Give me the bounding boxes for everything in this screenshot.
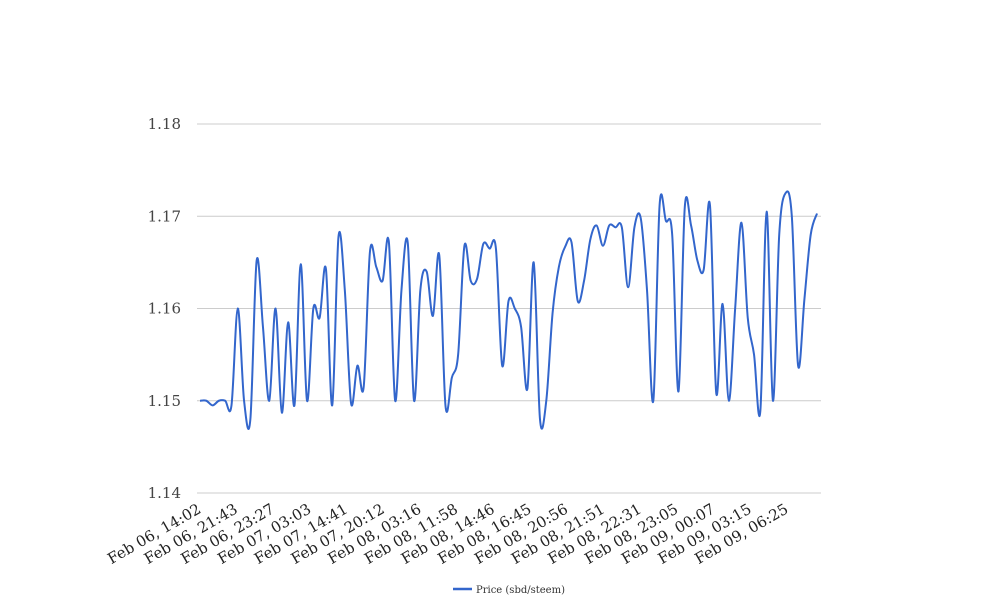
y-tick-label: 1.15 (148, 392, 181, 410)
legend-label: Price (sbd/steem) (476, 585, 565, 596)
y-tick-label: 1.18 (148, 115, 181, 133)
y-tick-label: 1.14 (148, 484, 181, 502)
y-tick-label: 1.17 (148, 207, 181, 225)
gridlines (197, 123, 821, 494)
series-group (199, 190, 818, 430)
legend[interactable]: Price (sbd/steem) (453, 585, 565, 596)
y-axis-tick-labels: 1.14 1.15 1.16 1.17 1.18 (148, 115, 181, 502)
series-line-price[interactable] (199, 190, 818, 430)
y-tick-label: 1.16 (148, 300, 181, 318)
